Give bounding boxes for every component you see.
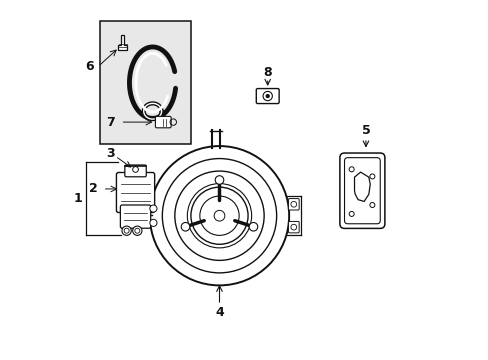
- Circle shape: [181, 222, 189, 231]
- Circle shape: [190, 187, 247, 244]
- Circle shape: [348, 211, 353, 216]
- Text: 4: 4: [215, 306, 224, 319]
- Text: 7: 7: [106, 116, 115, 129]
- FancyBboxPatch shape: [256, 89, 279, 104]
- Circle shape: [200, 196, 239, 235]
- Circle shape: [266, 95, 268, 98]
- Circle shape: [369, 203, 374, 207]
- Circle shape: [249, 222, 257, 231]
- Text: 3: 3: [106, 147, 115, 160]
- Circle shape: [214, 210, 224, 221]
- Text: 5: 5: [361, 125, 369, 138]
- Circle shape: [132, 226, 142, 235]
- FancyBboxPatch shape: [339, 153, 384, 228]
- Polygon shape: [118, 35, 126, 50]
- FancyBboxPatch shape: [288, 221, 299, 233]
- Circle shape: [149, 146, 288, 285]
- Text: 6: 6: [85, 60, 94, 73]
- Circle shape: [369, 174, 374, 179]
- Circle shape: [122, 226, 131, 235]
- Circle shape: [215, 176, 224, 184]
- FancyBboxPatch shape: [120, 205, 150, 228]
- Text: 1: 1: [73, 192, 82, 205]
- Circle shape: [149, 219, 157, 226]
- FancyBboxPatch shape: [124, 165, 146, 177]
- FancyBboxPatch shape: [344, 158, 380, 224]
- FancyBboxPatch shape: [288, 199, 299, 210]
- Circle shape: [149, 205, 157, 212]
- FancyBboxPatch shape: [116, 172, 154, 212]
- FancyBboxPatch shape: [100, 21, 190, 144]
- Circle shape: [348, 167, 353, 172]
- Text: 2: 2: [89, 183, 98, 195]
- FancyBboxPatch shape: [155, 116, 171, 128]
- Text: 8: 8: [263, 66, 271, 79]
- Circle shape: [263, 91, 272, 101]
